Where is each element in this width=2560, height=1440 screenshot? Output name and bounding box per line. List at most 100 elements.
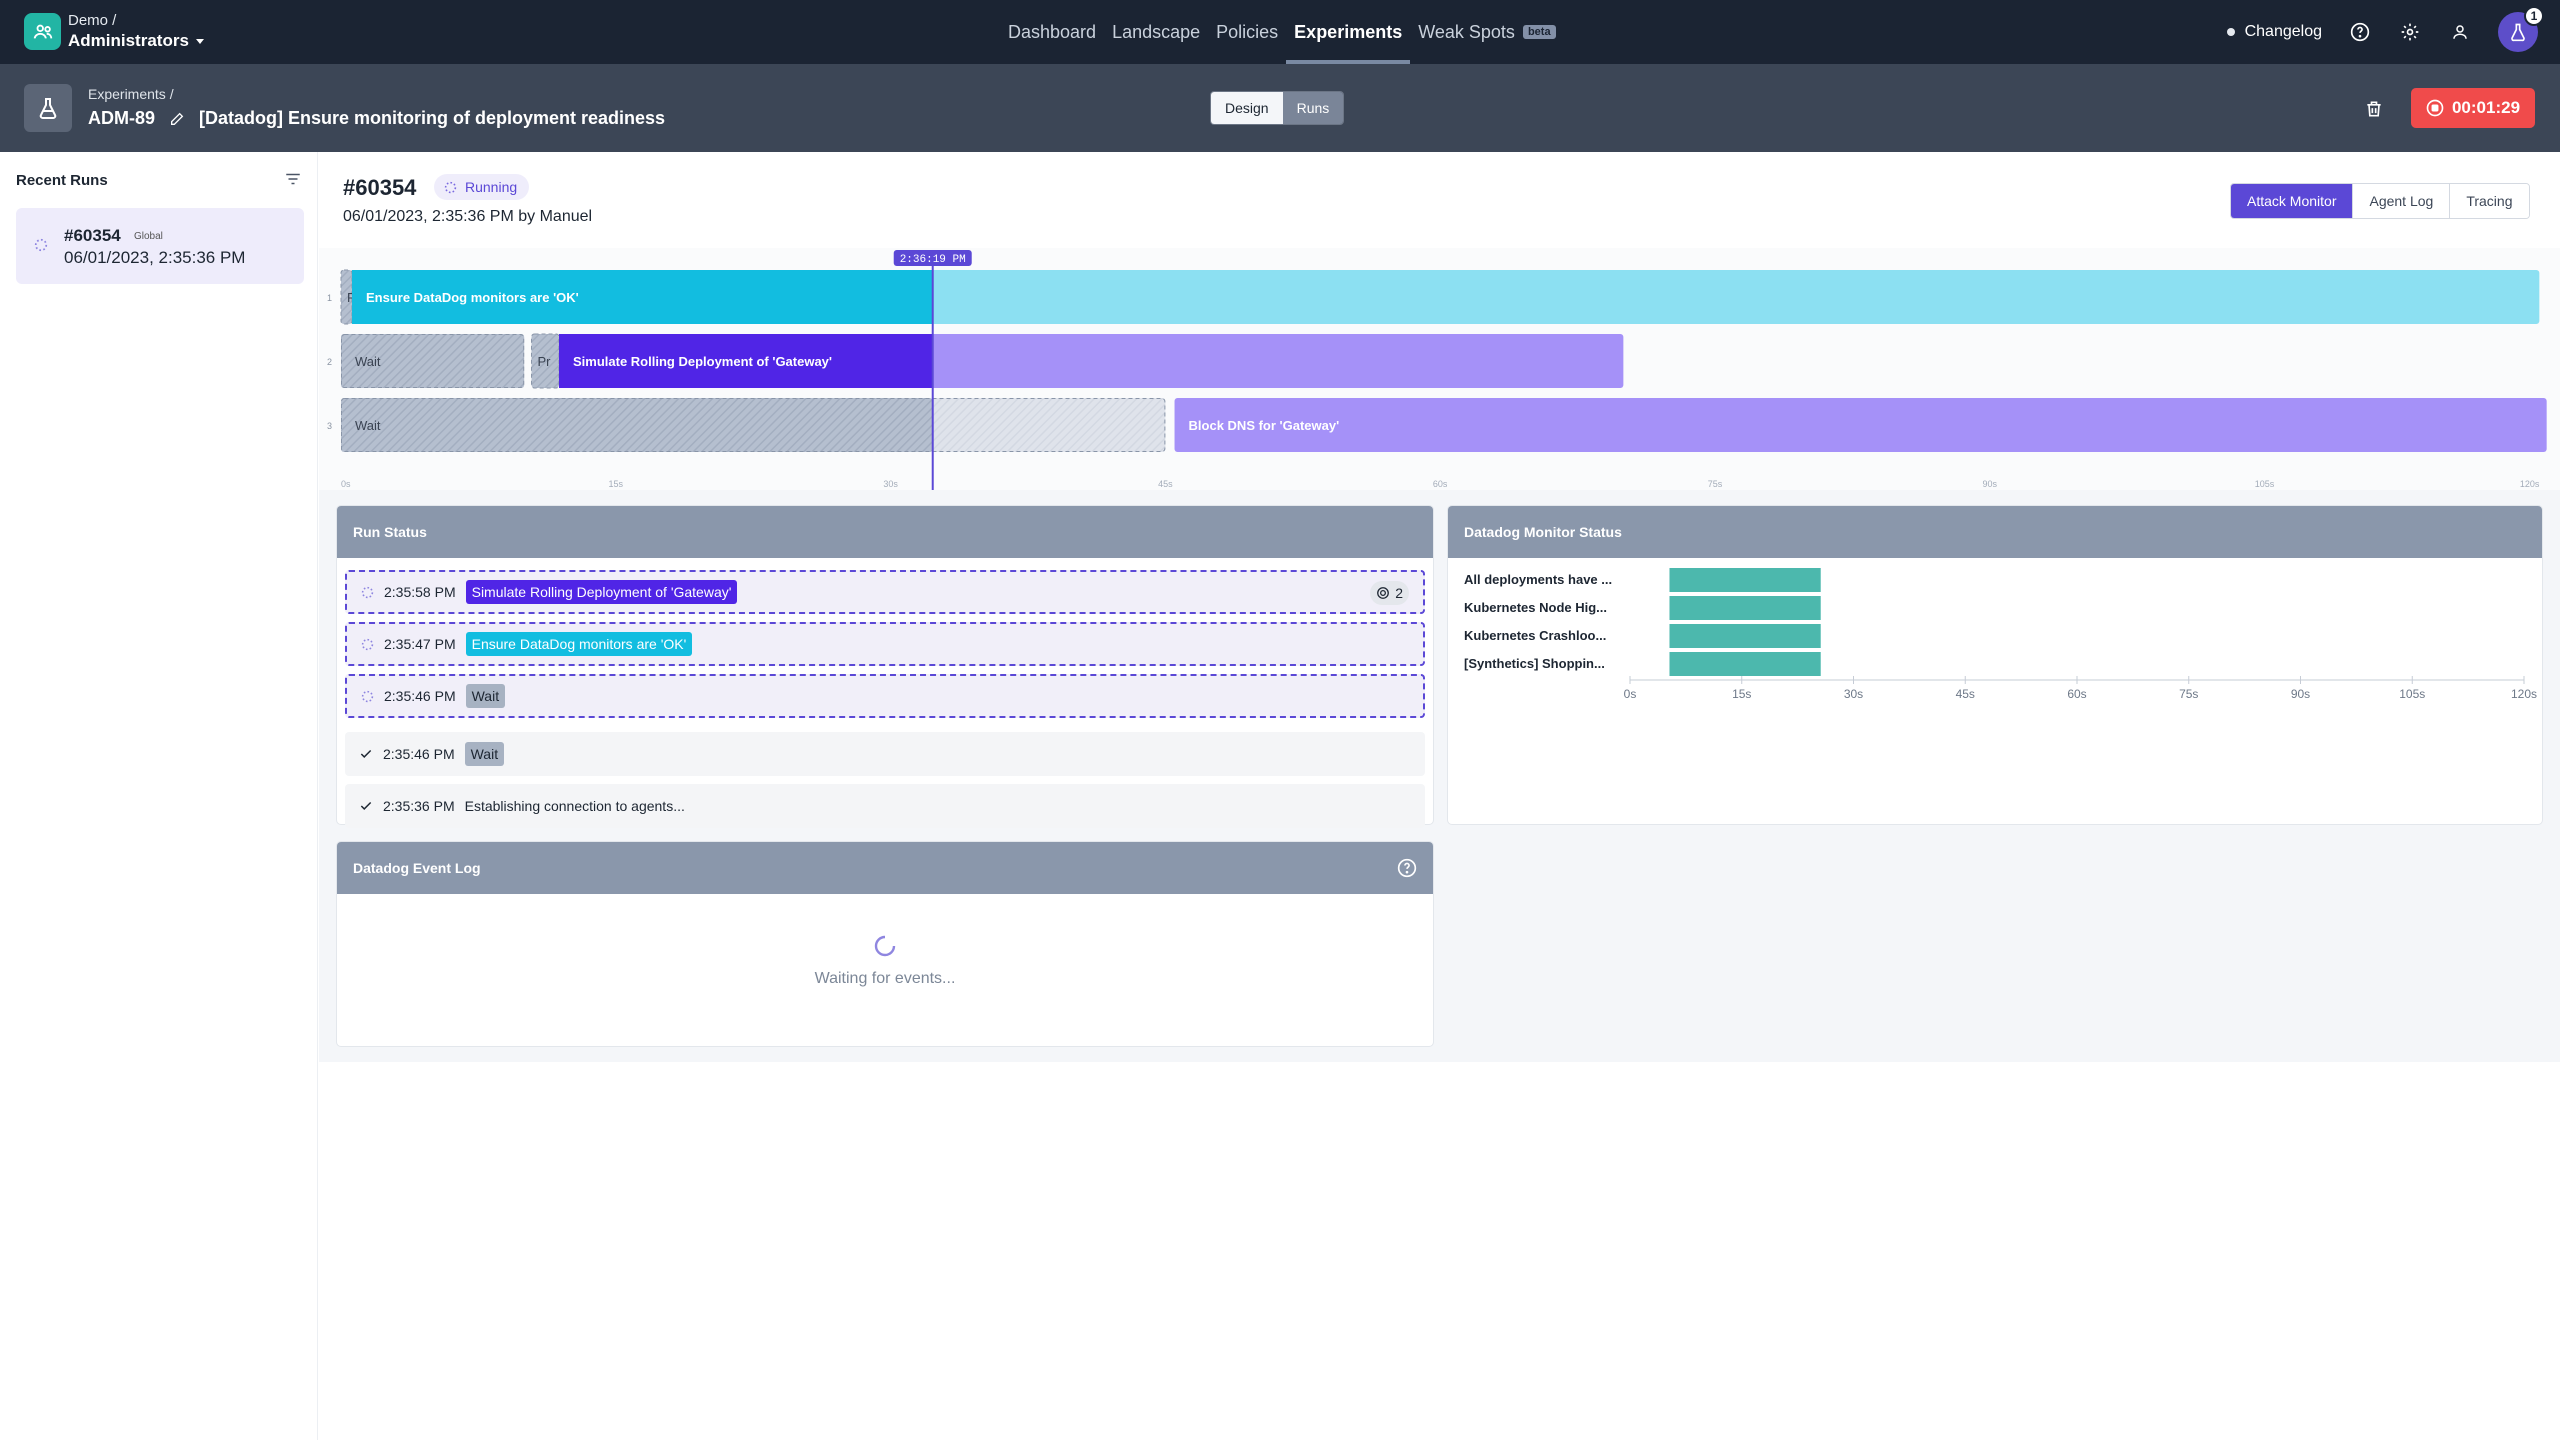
settings-gear-icon[interactable]: [2398, 20, 2422, 44]
delete-trash-icon[interactable]: [2364, 99, 2386, 121]
tab-runs[interactable]: Runs: [1282, 92, 1344, 124]
design-runs-toggle: Design Runs: [1210, 91, 1345, 125]
monitor-tick-label: 0s: [1624, 687, 1637, 701]
monitor-bar[interactable]: [1669, 624, 1821, 648]
team-switcher[interactable]: Demo / Administrators: [68, 12, 205, 52]
monitor-tick-label: 75s: [2179, 687, 2198, 701]
monitor-status-chart: All deployments have ... Kubernetes Node …: [1464, 568, 2537, 701]
timeline-bar-label: Ensure DataDog monitors are 'OK': [366, 290, 579, 305]
stop-icon: [2426, 99, 2444, 117]
nav-experiments-label: Experiments: [1294, 21, 1403, 42]
timeline-bar-label: Block DNS for 'Gateway': [1189, 418, 1340, 433]
experiment-name[interactable]: [Datadog] Ensure monitoring of deploymen…: [199, 108, 666, 128]
timeline-bar[interactable]: Block DNS for 'Gateway': [1174, 398, 2547, 452]
tab-attack-monitor[interactable]: Attack Monitor: [2231, 184, 2354, 218]
spinner-icon: [34, 238, 48, 252]
recent-runs-sidebar: Recent Runs #60354 Global 06/01/2023, 2:…: [0, 152, 318, 1440]
help-icon[interactable]: [2348, 20, 2372, 44]
stop-run-button[interactable]: 00:01:29: [2411, 88, 2535, 128]
changelog-label: Changelog: [2244, 23, 2322, 40]
tab-tracing[interactable]: Tracing: [2450, 184, 2529, 218]
spinner-icon: [361, 586, 374, 598]
lane-number: 3: [327, 421, 332, 431]
run-status-panel: Run Status 2:35:58 PM Simulate Rolling D…: [337, 506, 1433, 828]
timeline-bar[interactable]: P: [340, 269, 356, 325]
caret-down-icon: [195, 39, 204, 44]
monitor-bar[interactable]: [1669, 652, 1821, 676]
run-list-item[interactable]: #60354 Global 06/01/2023, 2:35:36 PM: [16, 208, 304, 284]
timeline-chart: 1 P Ensure DataDog monitors are 'OK' 2 Wait P…: [319, 248, 2560, 490]
monitor-category-label: All deployments have ...: [1464, 572, 1612, 587]
help-icon[interactable]: [1397, 858, 1417, 878]
run-step[interactable]: 2:35:46 PM Wait: [345, 732, 1425, 776]
tab-design[interactable]: Design: [1211, 92, 1283, 124]
breadcrumb[interactable]: Experiments /: [88, 86, 174, 102]
timeline-bar[interactable]: Pr: [531, 333, 560, 389]
monitor-tabs: Attack Monitor Agent Log Tracing: [2230, 183, 2530, 219]
run-status-title: Run Status: [337, 506, 1433, 558]
monitor-bar[interactable]: [1669, 568, 1821, 592]
run-list-date: 06/01/2023, 2:35:36 PM: [64, 248, 246, 267]
monitor-category-label: Kubernetes Crashloo...: [1464, 628, 1606, 643]
experiment-key: ADM-89: [88, 108, 156, 128]
timeline-bar-label: Pr: [538, 354, 552, 369]
event-log-title: Datadog Event Log: [337, 842, 1433, 894]
spinner-icon: [361, 638, 374, 650]
changelog-link[interactable]: Changelog: [2226, 23, 2322, 41]
nav-landscape[interactable]: Landscape: [1104, 0, 1208, 64]
team-logo-icon[interactable]: [24, 13, 61, 50]
top-right-actions: Changelog 1: [2226, 0, 2544, 64]
nav-dashboard-label: Dashboard: [1008, 21, 1097, 42]
datadog-monitor-panel: Datadog Monitor Status All deployments h…: [1448, 506, 2542, 824]
spinner-icon: [444, 181, 457, 193]
nav-policies[interactable]: Policies: [1208, 0, 1286, 64]
step-label: Simulate Rolling Deployment of 'Gateway': [465, 580, 738, 604]
experiment-title: ADM-89 [Datadog] Ensure monitoring of de…: [88, 108, 665, 129]
run-step[interactable]: 2:35:58 PM Simulate Rolling Deployment o…: [345, 570, 1425, 614]
spinner-icon: [361, 690, 374, 702]
timeline-tick-label: 15s: [609, 479, 624, 489]
timeline-cursor-label: 2:36:19 PM: [900, 254, 966, 266]
timeline-tick-label: 60s: [1433, 479, 1448, 489]
team-name[interactable]: Administrators: [68, 30, 205, 52]
filter-icon[interactable]: [284, 170, 302, 188]
waiting-for-events: Waiting for events...: [814, 970, 956, 987]
loading-spinner-icon: [874, 935, 896, 957]
lane-number: 1: [327, 293, 332, 303]
run-step[interactable]: 2:35:46 PM Wait: [345, 674, 1425, 718]
step-time: 2:35:58 PM: [384, 584, 456, 600]
step-time: 2:35:36 PM: [383, 798, 455, 814]
timeline-bar[interactable]: Ensure DataDog monitors are 'OK': [351, 270, 2540, 324]
monitor-category-label: [Synthetics] Shoppin...: [1464, 656, 1605, 671]
timeline-tick-label: 120s: [2520, 479, 2540, 489]
monitor-bar[interactable]: [1669, 596, 1821, 620]
timeline-bar-label: P: [347, 290, 356, 305]
timeline-tick-label: 105s: [2255, 479, 2275, 489]
nav-experiments[interactable]: Experiments: [1286, 0, 1411, 64]
step-label: Wait: [464, 742, 505, 766]
timeline-tick-label: 45s: [1158, 479, 1173, 489]
timeline-bar[interactable]: Wait: [341, 334, 525, 388]
timeline-tick-label: 90s: [1983, 479, 1998, 489]
tab-agent-log[interactable]: Agent Log: [2353, 184, 2451, 218]
run-step[interactable]: 2:35:47 PM Ensure DataDog monitors are 'O…: [345, 622, 1425, 666]
run-timer: 00:01:29: [2451, 98, 2521, 117]
beta-badge: beta: [1522, 25, 1556, 39]
edit-pencil-icon[interactable]: [169, 111, 185, 127]
monitor-status-title: Datadog Monitor Status: [1448, 506, 2542, 558]
timeline-bar-label: Wait: [355, 418, 381, 433]
run-step[interactable]: 2:35:36 PM Establishing connection to age…: [345, 784, 1425, 828]
step-time: 2:35:46 PM: [383, 746, 455, 762]
nav-weak-spots[interactable]: Weak Spots beta: [1410, 0, 1563, 64]
run-meta: 06/01/2023, 2:35:36 PM by Manuel: [343, 208, 593, 225]
monitor-tick-label: 90s: [2291, 687, 2310, 701]
agent-count-badge: 2: [1370, 581, 1409, 605]
run-list-id: #60354: [64, 226, 121, 245]
user-icon[interactable]: [2448, 20, 2472, 44]
avatar[interactable]: 1: [2498, 6, 2544, 52]
timeline-bar[interactable]: Simulate Rolling Deployment of 'Gateway': [559, 334, 1624, 388]
timeline-bar[interactable]: Wait: [341, 398, 1166, 452]
top-navigation-bar: Demo / Administrators Dashboard Landscap…: [0, 0, 2560, 64]
run-header: #60354 Running 06/01/2023, 2:35:36 PM by…: [319, 152, 2560, 248]
nav-dashboard[interactable]: Dashboard: [1000, 0, 1104, 64]
